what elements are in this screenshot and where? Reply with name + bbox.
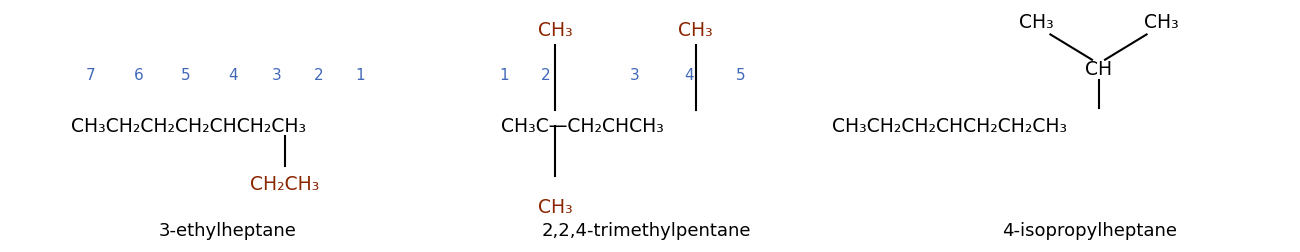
Text: 2,2,4-trimethylpentane: 2,2,4-trimethylpentane (541, 222, 751, 239)
Text: CH₃: CH₃ (1144, 13, 1178, 32)
Text: CH₃: CH₃ (679, 21, 712, 40)
Text: CH₂CH₃: CH₂CH₃ (250, 174, 320, 194)
Text: 5: 5 (181, 68, 191, 83)
Text: CH₃: CH₃ (1019, 13, 1053, 32)
Text: 5: 5 (736, 68, 746, 83)
Text: 1: 1 (499, 68, 510, 83)
Text: CH₃CH₂CH₂CH₂CHCH₂CH₃: CH₃CH₂CH₂CH₂CHCH₂CH₃ (72, 116, 307, 136)
Text: CH: CH (1086, 60, 1112, 79)
Text: 2: 2 (313, 68, 324, 83)
Text: 4: 4 (684, 68, 694, 83)
Text: CH₃: CH₃ (538, 197, 572, 216)
Text: 4: 4 (227, 68, 238, 83)
Text: 3: 3 (629, 68, 640, 83)
Text: CH₃: CH₃ (538, 21, 572, 40)
Text: 4-isopropylheptane: 4-isopropylheptane (1002, 222, 1176, 239)
Text: CH₃C—CH₂CHCH₃: CH₃C—CH₂CHCH₃ (500, 116, 663, 136)
Text: 2: 2 (541, 68, 551, 83)
Text: 7: 7 (86, 68, 96, 83)
Text: 1: 1 (355, 68, 365, 83)
Text: 3-ethylheptane: 3-ethylheptane (159, 222, 296, 239)
Text: CH₃CH₂CH₂CHCH₂CH₂CH₃: CH₃CH₂CH₂CHCH₂CH₂CH₃ (832, 116, 1067, 136)
Text: 6: 6 (134, 68, 144, 83)
Text: 3: 3 (272, 68, 282, 83)
